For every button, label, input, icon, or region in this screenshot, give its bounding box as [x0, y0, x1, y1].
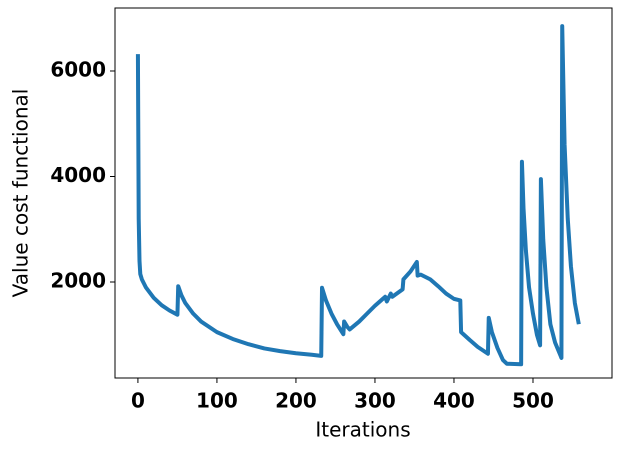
x-tick-label: 100: [196, 389, 238, 413]
y-tick-label: 2000: [50, 268, 106, 292]
y-tick-label: 4000: [50, 163, 106, 187]
x-axis-label: Iterations: [315, 418, 410, 442]
x-tick-label: 300: [354, 389, 396, 413]
y-tick-label: 6000: [50, 57, 106, 81]
data-line: [135, 24, 581, 367]
x-tick-label: 0: [131, 389, 145, 413]
x-tick-label: 500: [512, 389, 554, 413]
y-axis-label: Value cost functional: [9, 89, 33, 298]
plot-frame: [114, 7, 613, 379]
x-tick-label: 400: [433, 389, 475, 413]
x-tick-label: 200: [275, 389, 317, 413]
